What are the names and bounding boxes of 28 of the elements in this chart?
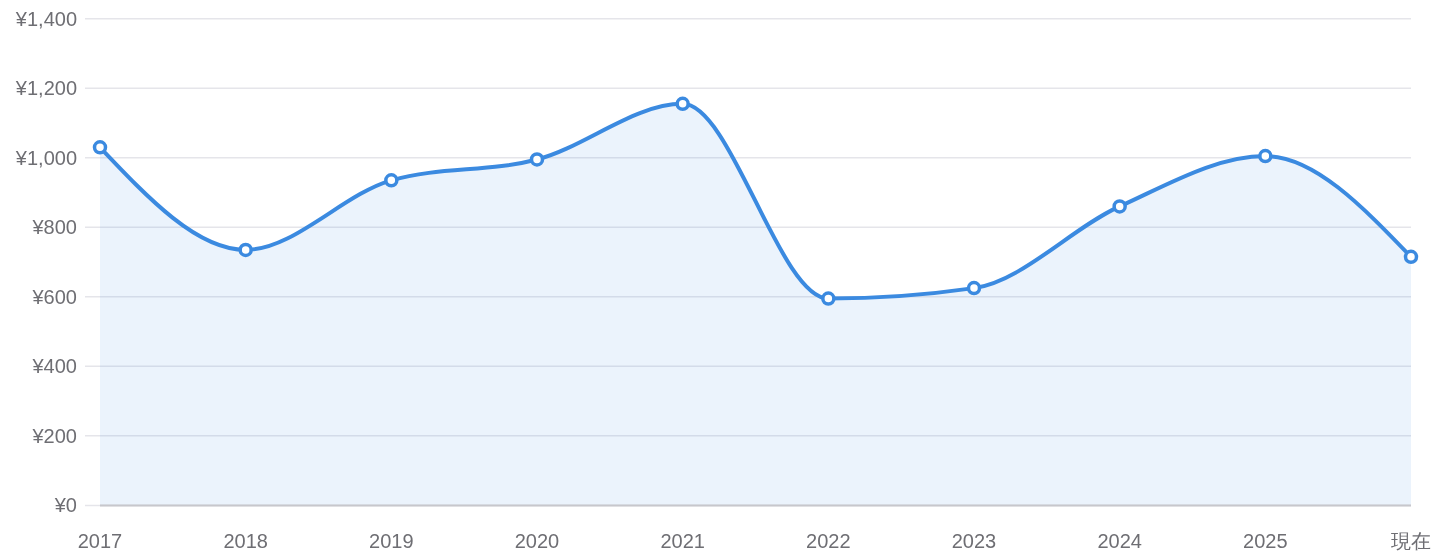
point xyxy=(821,291,836,306)
x-tick-label: 2022 xyxy=(806,530,851,552)
x-tick-label: 2024 xyxy=(1097,530,1142,552)
y-tick-label: ¥1,400 xyxy=(14,7,77,30)
point xyxy=(92,140,108,155)
x-tick-label: 2023 xyxy=(951,530,997,552)
y-tick-label: ¥1,200 xyxy=(14,77,77,100)
point xyxy=(529,152,545,167)
y-tick-label: ¥0 xyxy=(53,494,77,517)
point xyxy=(1112,199,1127,214)
point xyxy=(238,242,253,258)
point xyxy=(1258,148,1273,164)
y-tick-label: ¥800 xyxy=(31,216,77,239)
x-tick-label: 2025 xyxy=(1243,530,1288,552)
x-tick-label: 現在 xyxy=(1391,530,1431,552)
y-tick-label: ¥400 xyxy=(31,355,77,378)
y-tick-label: ¥1,000 xyxy=(14,146,77,169)
y-tick-label: ¥600 xyxy=(31,285,77,308)
point xyxy=(384,173,399,188)
point xyxy=(966,280,982,296)
point xyxy=(675,96,690,112)
y-tick-label: ¥200 xyxy=(31,424,77,447)
x-tick-label: 2021 xyxy=(660,530,705,552)
point xyxy=(1403,249,1419,265)
x-tick-label: 2020 xyxy=(514,530,560,552)
x-tick-label: 2018 xyxy=(223,530,268,552)
x-tick-label: 2019 xyxy=(369,530,414,552)
x-tick-label: 2017 xyxy=(77,530,123,552)
